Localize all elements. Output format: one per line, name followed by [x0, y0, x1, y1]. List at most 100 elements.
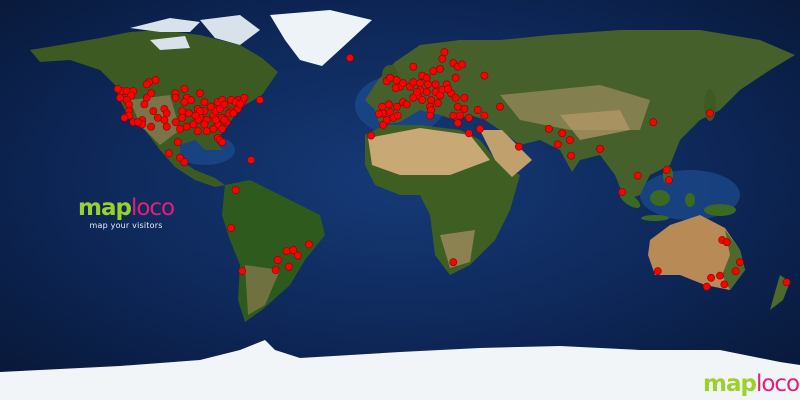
visitor-marker [218, 138, 227, 147]
visitor-marker [113, 85, 122, 93]
visitor-marker [196, 89, 204, 98]
visitor-marker [293, 251, 302, 260]
visitor-marker [409, 93, 418, 102]
visitor-marker [436, 91, 444, 100]
visitor-marker [124, 100, 133, 109]
visitor-marker [433, 99, 442, 107]
visitor-marker [473, 106, 482, 114]
visitor-marker [393, 111, 402, 120]
visitor-marker [449, 111, 458, 120]
logo-wordmark: maploco [78, 195, 175, 221]
logo-loco-text: loco [130, 195, 175, 221]
visitor-marker [480, 71, 489, 80]
patagonia [245, 265, 280, 315]
visitor-marker [451, 73, 460, 82]
visitor-marker [429, 67, 438, 75]
visitor-marker [160, 116, 169, 124]
visitor-marker [184, 109, 193, 118]
visitor-marker [422, 88, 431, 96]
visitor-marker [304, 240, 313, 249]
australia-east-coast [722, 230, 745, 290]
visitor-marker [200, 98, 209, 107]
visitor-marker [706, 109, 714, 118]
visitor-marker [424, 80, 432, 89]
visitor-marker [346, 53, 354, 62]
visitor-marker [227, 224, 235, 232]
visitor-marker [147, 122, 155, 131]
visitor-marker [416, 79, 424, 87]
visitor-marker [412, 88, 421, 96]
visitor-marker [736, 258, 744, 267]
visitor-marker [596, 144, 604, 153]
visitor-marker [409, 62, 418, 71]
visitor-marker [558, 129, 567, 138]
visitor-marker [220, 100, 229, 109]
visitor-marker [731, 267, 740, 275]
visitor-marker [399, 79, 407, 87]
visitor-marker [153, 113, 162, 122]
visitor-marker [476, 124, 484, 133]
visitor-marker [187, 96, 195, 104]
antarctica [0, 340, 800, 400]
visitor-marker [379, 121, 387, 129]
visitor-marker [451, 93, 460, 102]
visitor-marker [209, 124, 218, 133]
visitor-marker [178, 113, 187, 122]
visitor-marker [391, 84, 400, 92]
visitor-marker [182, 122, 191, 131]
visitor-marker [180, 98, 189, 107]
visitor-marker [431, 80, 440, 89]
visitor-marker [453, 119, 462, 127]
arabia [480, 130, 532, 177]
visitor-marker [649, 118, 658, 127]
visitor-marker [180, 158, 189, 167]
logo-map-text: map [78, 195, 132, 221]
visitor-marker [202, 127, 211, 136]
australia [648, 215, 745, 290]
visitor-marker [271, 266, 280, 274]
visitor-marker [180, 85, 189, 93]
visitor-marker [460, 93, 469, 102]
maploco-logo: maploco map your visitors [78, 195, 175, 230]
visitor-marker [173, 138, 182, 147]
visitor-marker [231, 186, 240, 194]
visitor-marker [282, 247, 291, 255]
visitor-marker [386, 73, 394, 82]
visitor-marker [496, 102, 504, 111]
visitor-marker [480, 111, 489, 120]
visitor-marker [220, 116, 229, 124]
visitor-marker [273, 256, 282, 264]
visitor-marker [456, 111, 464, 120]
tibet [560, 110, 630, 140]
visitor-marker [418, 96, 427, 104]
visitor-marker [436, 65, 444, 73]
visitor-marker [200, 120, 209, 129]
visitor-marker [147, 89, 155, 98]
visitor-marker [402, 100, 411, 109]
visitor-marker [665, 176, 673, 184]
visitor-marker [702, 282, 711, 291]
visitor-marker [236, 100, 244, 109]
visitor-marker [545, 124, 553, 133]
visitor-marker [247, 156, 255, 164]
visitor-marker [633, 171, 642, 180]
visitor-marker [444, 85, 452, 93]
visitor-marker [384, 100, 393, 109]
visitor-marker [164, 149, 173, 158]
visitor-marker [284, 262, 293, 271]
visitor-marker [289, 246, 298, 254]
visitor-marker [449, 258, 458, 267]
visitor-marker [392, 76, 401, 84]
visitor-marker [218, 124, 227, 133]
visitor-marker [238, 267, 247, 275]
visitor-marker [162, 122, 171, 131]
maploco-corner-logo[interactable]: maploco [703, 372, 800, 396]
visitor-marker [193, 127, 202, 136]
visitor-marker [256, 96, 264, 104]
visitor-marker [374, 110, 383, 118]
visitor-marker [464, 129, 473, 138]
visitor-marker [426, 111, 434, 120]
visitor-marker [716, 271, 724, 280]
visitor-marker [653, 267, 662, 275]
